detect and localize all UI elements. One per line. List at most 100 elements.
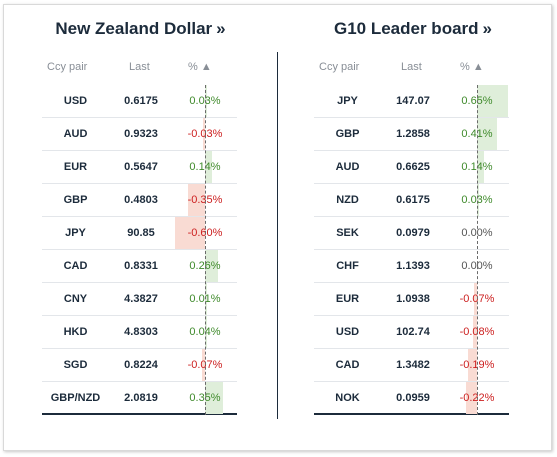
last-price-cell: 0.6175 bbox=[396, 194, 430, 206]
ccy-pair-cell[interactable]: CNY bbox=[63, 293, 88, 305]
table-row[interactable]: GBP 0.4803 -0.35% bbox=[42, 184, 237, 217]
column-header-percent-change[interactable]: % ▲ bbox=[188, 61, 212, 73]
last-price-cell: 0.0959 bbox=[396, 392, 430, 404]
last-price-cell: 1.2858 bbox=[396, 128, 430, 140]
negative-change-bar bbox=[467, 349, 477, 381]
ccy-pair-cell[interactable]: CAD bbox=[63, 260, 88, 272]
last-price-cell: 2.0819 bbox=[124, 392, 158, 404]
chevron-right-icon[interactable]: » bbox=[482, 19, 493, 38]
table-row[interactable]: EUR 0.5647 0.14% bbox=[42, 151, 237, 184]
last-price-cell: 102.74 bbox=[396, 326, 430, 338]
percent-change-cell: 0.14% bbox=[461, 161, 493, 173]
negative-change-bar bbox=[187, 184, 205, 216]
nzd-title-text[interactable]: New Zealand Dollar bbox=[55, 19, 213, 38]
column-header-ccy-pair[interactable]: Ccy pair bbox=[319, 61, 360, 73]
percent-change-cell: -0.03% bbox=[187, 128, 223, 140]
percent-change-cell: -0.07% bbox=[187, 359, 223, 371]
ccy-pair-cell[interactable]: AUD bbox=[335, 161, 360, 173]
fx-widget-card: New Zealand Dollar» Ccy pair Last % ▲ US… bbox=[3, 4, 552, 451]
positive-change-bar bbox=[205, 316, 207, 348]
table-row[interactable]: AUD 0.9323 -0.03% bbox=[42, 118, 237, 151]
percent-change-cell: -0.19% bbox=[459, 359, 495, 371]
ccy-pair-cell[interactable]: AUD bbox=[63, 128, 88, 140]
column-header-ccy-pair[interactable]: Ccy pair bbox=[47, 61, 88, 73]
g10-title-text[interactable]: G10 Leader board bbox=[333, 19, 479, 38]
table-row[interactable]: SGD 0.8224 -0.07% bbox=[42, 349, 237, 382]
last-price-cell: 0.8224 bbox=[124, 359, 158, 371]
percent-change-cell: 0.04% bbox=[189, 326, 221, 338]
positive-change-bar bbox=[477, 118, 497, 150]
column-header-percent-change[interactable]: % ▲ bbox=[460, 61, 484, 73]
negative-change-bar bbox=[473, 283, 477, 315]
ccy-pair-cell[interactable]: JPY bbox=[65, 227, 86, 239]
ccy-pair-cell[interactable]: GBP bbox=[335, 128, 360, 140]
last-price-cell: 0.6625 bbox=[396, 161, 430, 173]
percent-change-cell: 0.35% bbox=[189, 392, 221, 404]
table-row[interactable]: SEK 0.0979 0.00% bbox=[314, 217, 509, 250]
table-row[interactable]: NZD 0.6175 0.03% bbox=[314, 184, 509, 217]
table-row[interactable]: CAD 0.8331 0.26% bbox=[42, 250, 237, 283]
ccy-pair-cell[interactable]: CAD bbox=[335, 359, 360, 371]
positive-change-bar bbox=[477, 184, 479, 216]
table-row[interactable]: USD 102.74 -0.08% bbox=[314, 316, 509, 349]
nzd-table-header: Ccy pair Last % ▲ bbox=[42, 61, 239, 81]
last-price-cell: 1.0938 bbox=[396, 293, 430, 305]
table-row[interactable]: CAD 1.3482 -0.19% bbox=[314, 349, 509, 382]
chevron-right-icon[interactable]: » bbox=[216, 19, 226, 38]
table-row[interactable]: NOK 0.0959 -0.22% bbox=[314, 382, 509, 415]
ccy-pair-cell[interactable]: GBP/NZD bbox=[50, 392, 101, 404]
percent-change-cell: 0.41% bbox=[461, 128, 493, 140]
ccy-pair-cell[interactable]: HKD bbox=[63, 326, 88, 338]
negative-change-bar bbox=[203, 118, 205, 150]
ccy-pair-cell[interactable]: NOK bbox=[335, 392, 360, 404]
percent-change-cell: 0.65% bbox=[461, 95, 493, 107]
positive-change-bar bbox=[205, 151, 212, 183]
table-row[interactable]: CNY 4.3827 0.01% bbox=[42, 283, 237, 316]
percent-change-cell: 0.00% bbox=[461, 227, 493, 239]
positive-change-bar bbox=[205, 250, 218, 282]
percent-change-cell: 0.01% bbox=[189, 293, 221, 305]
ccy-pair-cell[interactable]: EUR bbox=[335, 293, 360, 305]
ccy-pair-cell[interactable]: NZD bbox=[336, 194, 359, 206]
zero-reference-line bbox=[205, 85, 206, 415]
table-row[interactable]: CHF 1.1393 0.00% bbox=[314, 250, 509, 283]
last-price-cell: 0.0979 bbox=[396, 227, 430, 239]
last-price-cell: 90.85 bbox=[127, 227, 155, 239]
negative-change-bar bbox=[473, 316, 477, 348]
percent-change-cell: 0.14% bbox=[189, 161, 221, 173]
table-row[interactable]: JPY 147.07 0.65% bbox=[314, 85, 509, 118]
table-row[interactable]: USD 0.6175 0.03% bbox=[42, 85, 237, 118]
table-row[interactable]: JPY 90.85 -0.60% bbox=[42, 217, 237, 250]
ccy-pair-cell[interactable]: GBP bbox=[63, 194, 88, 206]
table-row[interactable]: EUR 1.0938 -0.07% bbox=[314, 283, 509, 316]
table-row[interactable]: GBP/NZD 2.0819 0.35% bbox=[42, 382, 237, 415]
negative-change-bar bbox=[201, 349, 205, 381]
ccy-pair-cell[interactable]: EUR bbox=[63, 161, 88, 173]
percent-change-cell: -0.08% bbox=[459, 326, 495, 338]
percent-change-cell: 0.03% bbox=[189, 95, 221, 107]
table-row[interactable]: GBP 1.2858 0.41% bbox=[314, 118, 509, 151]
positive-change-bar bbox=[205, 382, 223, 414]
g10-panel-title[interactable]: G10 Leader board» bbox=[284, 19, 542, 39]
ccy-pair-cell[interactable]: JPY bbox=[337, 95, 358, 107]
percent-change-cell: -0.60% bbox=[187, 227, 223, 239]
column-header-last[interactable]: Last bbox=[129, 61, 150, 73]
percent-change-cell: 0.26% bbox=[189, 260, 221, 272]
last-price-cell: 0.8331 bbox=[124, 260, 158, 272]
last-price-cell: 4.8303 bbox=[124, 326, 158, 338]
ccy-pair-cell[interactable]: USD bbox=[335, 326, 360, 338]
positive-change-bar bbox=[205, 85, 207, 117]
positive-change-bar bbox=[477, 85, 509, 117]
negative-change-bar bbox=[466, 382, 477, 414]
last-price-cell: 0.5647 bbox=[124, 161, 158, 173]
ccy-pair-cell[interactable]: USD bbox=[63, 95, 88, 107]
ccy-pair-cell[interactable]: SEK bbox=[336, 227, 359, 239]
panel-divider bbox=[277, 52, 278, 419]
table-row[interactable]: HKD 4.8303 0.04% bbox=[42, 316, 237, 349]
nzd-panel-title[interactable]: New Zealand Dollar» bbox=[4, 19, 277, 39]
column-header-last[interactable]: Last bbox=[401, 61, 422, 73]
ccy-pair-cell[interactable]: SGD bbox=[63, 359, 88, 371]
table-row[interactable]: AUD 0.6625 0.14% bbox=[314, 151, 509, 184]
g10-table-header: Ccy pair Last % ▲ bbox=[314, 61, 511, 81]
ccy-pair-cell[interactable]: CHF bbox=[336, 260, 359, 272]
